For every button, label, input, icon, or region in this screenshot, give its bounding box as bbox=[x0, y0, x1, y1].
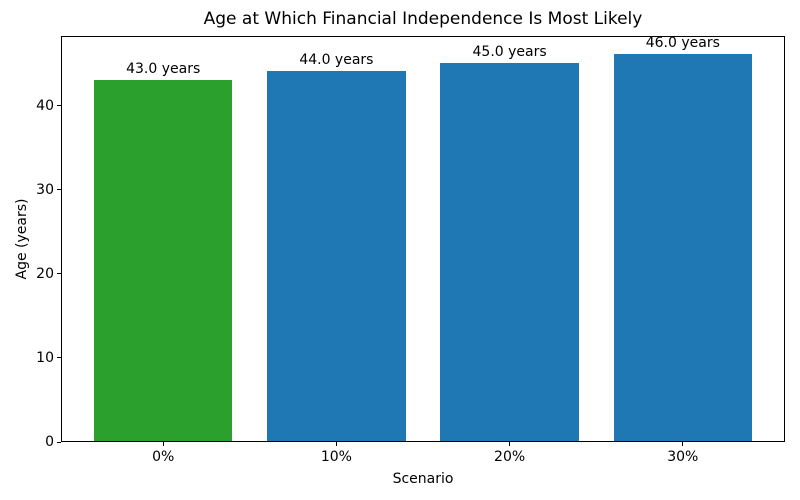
x-tick-mark bbox=[509, 442, 511, 446]
y-tick-label: 30 bbox=[36, 181, 54, 198]
x-tick-mark bbox=[162, 442, 164, 446]
x-tick-mark bbox=[682, 442, 684, 446]
y-tick-label: 10 bbox=[36, 349, 54, 366]
chart-title: Age at Which Financial Independence Is M… bbox=[203, 9, 643, 29]
plot-area: 43.0 years 44.0 years 45.0 years 46.0 years bbox=[61, 35, 785, 442]
bar-value-label: 45.0 years bbox=[472, 43, 547, 60]
bar bbox=[267, 71, 406, 441]
bar-value-label: 43.0 years bbox=[126, 60, 201, 77]
x-tick-label: 20% bbox=[494, 449, 526, 465]
x-tick-label: 0% bbox=[152, 449, 175, 465]
bar bbox=[93, 79, 233, 441]
x-axis-label: Scenario bbox=[392, 471, 454, 487]
bar-value-label: 44.0 years bbox=[299, 52, 374, 69]
y-tick-label: 40 bbox=[36, 97, 54, 114]
y-tick-mark bbox=[57, 273, 61, 275]
bar bbox=[613, 54, 753, 441]
y-tick-mark bbox=[57, 357, 61, 359]
y-tick-label: 20 bbox=[36, 265, 54, 282]
x-tick-mark bbox=[335, 442, 337, 446]
y-tick-mark bbox=[57, 189, 61, 191]
y-tick-mark bbox=[57, 441, 61, 443]
bar bbox=[440, 62, 579, 441]
y-tick-mark bbox=[57, 105, 61, 107]
x-tick-label: 10% bbox=[320, 449, 352, 465]
y-tick-label: 0 bbox=[45, 434, 54, 450]
x-tick-label: 30% bbox=[667, 449, 699, 465]
bar-value-label: 46.0 years bbox=[645, 35, 720, 52]
